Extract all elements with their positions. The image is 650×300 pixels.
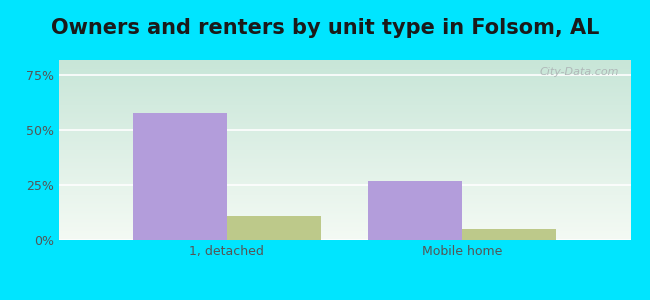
Bar bbox=[462, 229, 556, 240]
Bar bbox=[227, 216, 321, 240]
Text: Owners and renters by unit type in Folsom, AL: Owners and renters by unit type in Folso… bbox=[51, 18, 599, 38]
Text: City-Data.com: City-Data.com bbox=[540, 67, 619, 77]
Bar bbox=[133, 113, 227, 240]
Bar bbox=[368, 181, 462, 240]
